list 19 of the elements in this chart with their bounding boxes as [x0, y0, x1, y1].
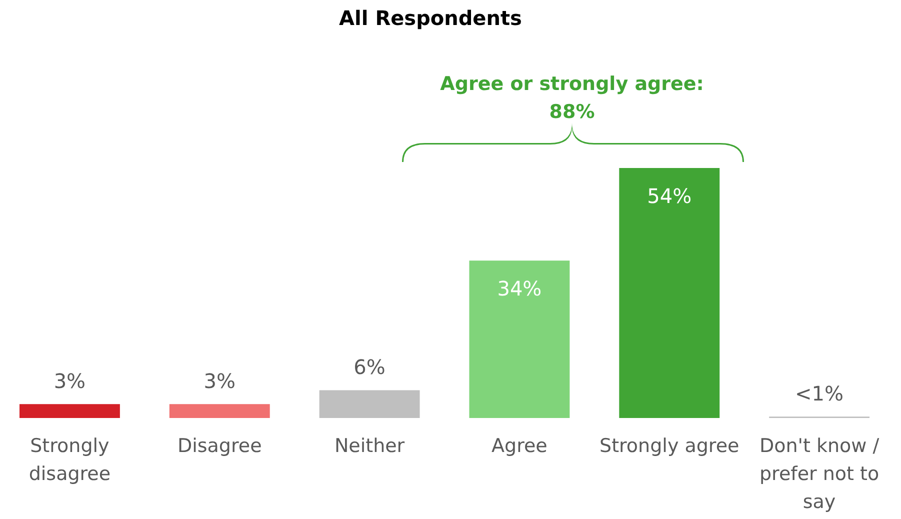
- bar: [169, 404, 270, 418]
- data-label: 3%: [54, 369, 86, 394]
- x-tick-label: Don't know / prefer not to say: [759, 435, 880, 513]
- bar: [469, 260, 570, 418]
- data-label: 34%: [497, 276, 542, 301]
- text: Agree or strongly agree: 88%: [440, 73, 704, 123]
- chart-title: All Respondents: [339, 6, 522, 30]
- bar: [619, 168, 720, 418]
- x-tick-label: Strongly agree: [600, 435, 740, 457]
- x-tick-label: Agree: [492, 435, 548, 457]
- data-label: <1%: [795, 382, 844, 406]
- data-label: 54%: [647, 184, 692, 208]
- data-label: 3%: [204, 369, 236, 394]
- bar: [19, 404, 120, 418]
- data-label: 6%: [354, 355, 386, 380]
- x-tick-label: Disagree: [177, 435, 262, 457]
- x-tick-label: Strongly disagree: [28, 435, 111, 485]
- bar: [319, 390, 420, 418]
- x-tick-label: Neither: [334, 435, 405, 457]
